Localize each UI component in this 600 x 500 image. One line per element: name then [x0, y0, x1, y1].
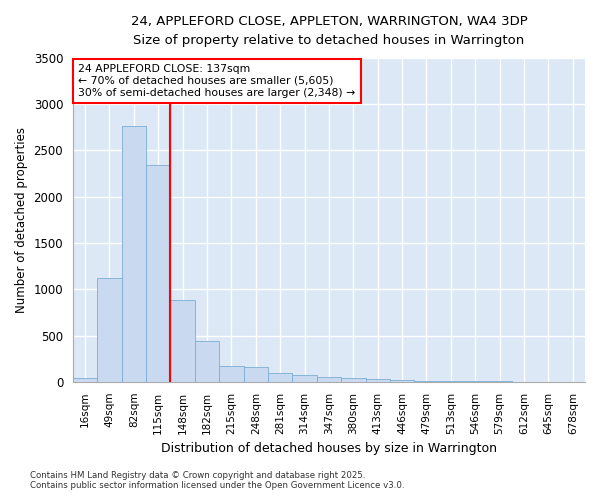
Bar — [195, 341, 219, 382]
Y-axis label: Number of detached properties: Number of detached properties — [15, 127, 28, 313]
Text: Contains HM Land Registry data © Crown copyright and database right 2025.
Contai: Contains HM Land Registry data © Crown c… — [30, 470, 404, 490]
Text: 24 APPLEFORD CLOSE: 137sqm
← 70% of detached houses are smaller (5,605)
30% of s: 24 APPLEFORD CLOSE: 137sqm ← 70% of deta… — [78, 64, 355, 98]
Bar — [146, 165, 170, 382]
Bar — [244, 368, 268, 382]
X-axis label: Distribution of detached houses by size in Warrington: Distribution of detached houses by size … — [161, 442, 497, 455]
Bar — [439, 381, 463, 382]
Bar — [122, 126, 146, 382]
Bar — [390, 380, 415, 382]
Bar — [292, 375, 317, 382]
Bar — [317, 377, 341, 382]
Title: 24, APPLEFORD CLOSE, APPLETON, WARRINGTON, WA4 3DP
Size of property relative to : 24, APPLEFORD CLOSE, APPLETON, WARRINGTO… — [131, 15, 527, 47]
Bar — [365, 379, 390, 382]
Bar — [170, 300, 195, 382]
Bar — [73, 378, 97, 382]
Bar — [415, 380, 439, 382]
Bar — [268, 374, 292, 382]
Bar — [341, 378, 365, 382]
Bar — [97, 278, 122, 382]
Bar — [219, 366, 244, 382]
